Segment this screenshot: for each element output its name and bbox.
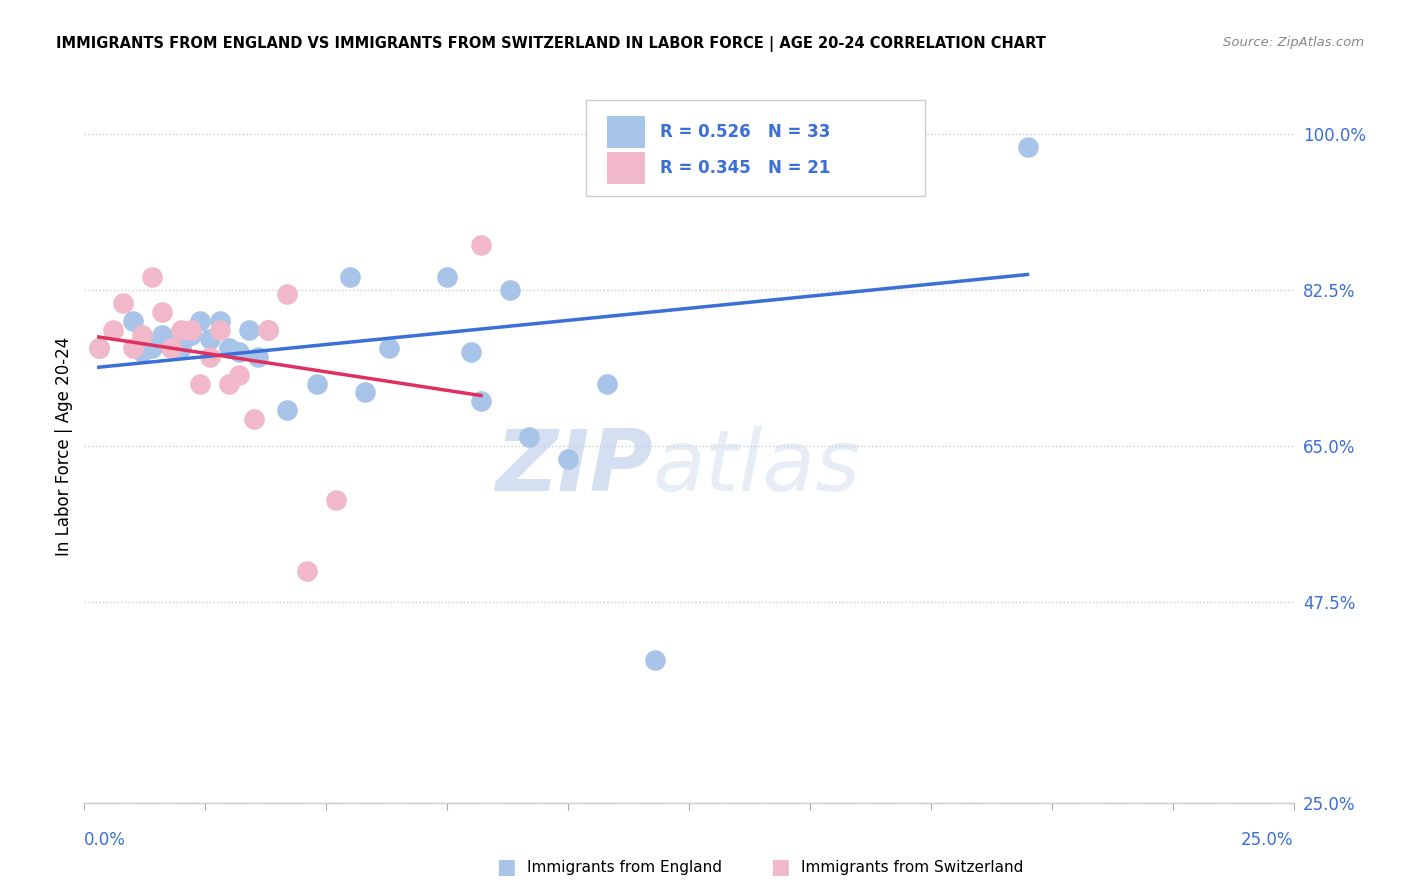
Point	[121, 341, 143, 355]
Text: R = 0.526   N = 33: R = 0.526 N = 33	[659, 123, 831, 141]
Point	[208, 323, 231, 337]
Point	[180, 327, 202, 342]
Point	[354, 385, 377, 400]
FancyBboxPatch shape	[607, 116, 645, 148]
Point	[141, 341, 163, 355]
Point	[180, 327, 202, 342]
Text: Immigrants from England: Immigrants from England	[527, 860, 723, 874]
Text: 0.0%: 0.0%	[84, 831, 127, 849]
Text: Immigrants from Switzerland: Immigrants from Switzerland	[801, 860, 1024, 874]
Point	[596, 376, 619, 391]
Point	[190, 314, 212, 328]
Point	[198, 332, 221, 346]
Point	[808, 140, 831, 154]
Point	[247, 350, 270, 364]
Point	[238, 323, 260, 337]
Point	[228, 368, 250, 382]
Point	[190, 376, 212, 391]
Point	[378, 341, 401, 355]
Point	[87, 341, 110, 355]
Point	[470, 394, 492, 409]
Point	[218, 341, 240, 355]
Point	[121, 314, 143, 328]
Text: ■: ■	[770, 857, 790, 877]
Text: ZIP: ZIP	[495, 425, 652, 509]
Point	[228, 345, 250, 359]
Point	[170, 323, 193, 337]
Text: Source: ZipAtlas.com: Source: ZipAtlas.com	[1223, 36, 1364, 49]
Point	[751, 127, 773, 141]
Point	[242, 412, 264, 426]
Point	[257, 323, 280, 337]
Point	[276, 403, 298, 417]
Point	[517, 430, 540, 444]
Point	[87, 341, 110, 355]
Point	[644, 653, 666, 667]
Point	[150, 305, 173, 319]
Point	[180, 323, 202, 337]
Point	[103, 323, 125, 337]
Point	[339, 269, 361, 284]
Point	[170, 341, 193, 355]
Text: ■: ■	[496, 857, 516, 877]
Point	[141, 269, 163, 284]
FancyBboxPatch shape	[586, 100, 925, 196]
Text: atlas: atlas	[652, 425, 860, 509]
Point	[198, 350, 221, 364]
Point	[1017, 140, 1039, 154]
Point	[460, 345, 482, 359]
Point	[131, 345, 153, 359]
Point	[276, 287, 298, 301]
Point	[557, 452, 579, 467]
Point	[436, 269, 458, 284]
Text: IMMIGRANTS FROM ENGLAND VS IMMIGRANTS FROM SWITZERLAND IN LABOR FORCE | AGE 20-2: IMMIGRANTS FROM ENGLAND VS IMMIGRANTS FR…	[56, 36, 1046, 52]
Point	[160, 332, 183, 346]
Text: 25.0%: 25.0%	[1241, 831, 1294, 849]
Text: R = 0.345   N = 21: R = 0.345 N = 21	[659, 159, 831, 177]
Point	[295, 564, 318, 578]
Point	[208, 314, 231, 328]
Point	[257, 323, 280, 337]
Point	[325, 492, 347, 507]
Point	[150, 327, 173, 342]
Point	[499, 283, 522, 297]
Point	[160, 341, 183, 355]
Point	[305, 376, 328, 391]
Point	[131, 327, 153, 342]
FancyBboxPatch shape	[607, 152, 645, 184]
Point	[218, 376, 240, 391]
Y-axis label: In Labor Force | Age 20-24: In Labor Force | Age 20-24	[55, 336, 73, 556]
Point	[112, 296, 135, 310]
Point	[470, 238, 492, 252]
